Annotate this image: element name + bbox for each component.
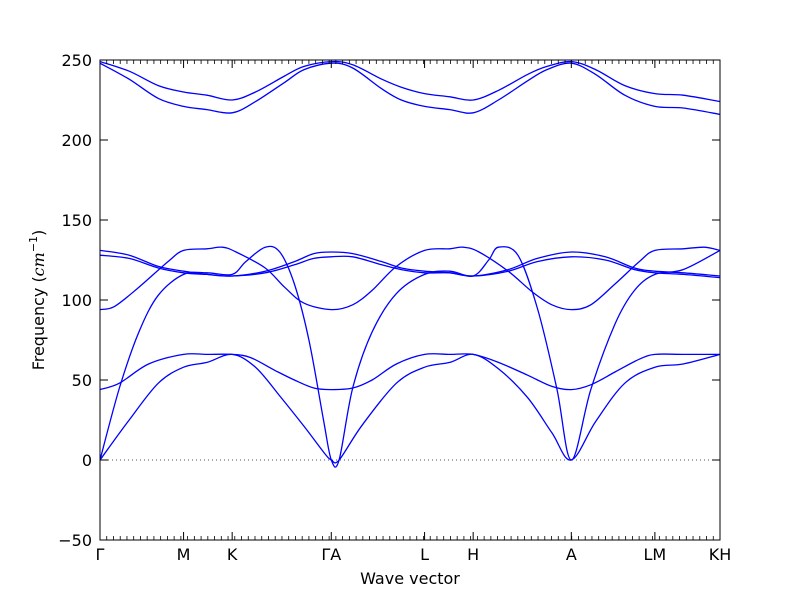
band-line-8 <box>100 353 720 464</box>
x-minor-ticks <box>99 60 721 540</box>
x-tick-label-0: Γ <box>96 545 105 564</box>
x-tick-label-4: L <box>420 545 429 564</box>
x-axis-label: Wave vector <box>360 569 460 588</box>
x-tick-label-7: LM <box>644 545 667 564</box>
y-tick-label-1: 0 <box>82 451 92 470</box>
y-tick-label-5: 200 <box>61 131 92 150</box>
y-axis-label-main: Frequency ( <box>29 276 48 370</box>
band-line-1 <box>100 60 720 103</box>
y-tick-label-0: −50 <box>58 531 92 550</box>
x-tick-label-5: H <box>467 545 479 564</box>
y-tick-label-2: 50 <box>72 371 92 390</box>
y-tick-label-6: 250 <box>61 51 92 70</box>
x-tick-label-6: A <box>566 545 577 564</box>
band-line-7 <box>100 353 720 391</box>
x-tick-label-8: KH <box>709 545 732 564</box>
x-tick-labels: Γ M K ΓA L H A LM KH <box>96 545 732 564</box>
y-axis-label: Frequency (cm−1) <box>27 230 48 371</box>
y-axis-label-close: ) <box>29 230 48 236</box>
y-axis-label-exponent: −1 <box>27 236 40 252</box>
y-axis-ticks: −50 0 50 100 150 200 250 <box>58 51 720 550</box>
phonon-bands <box>100 60 720 468</box>
band-line-5 <box>100 246 720 311</box>
y-tick-label-3: 100 <box>61 291 92 310</box>
y-tick-label-4: 150 <box>61 211 92 230</box>
x-tick-label-1: M <box>177 545 191 564</box>
high-symmetry-markers <box>99 60 721 540</box>
x-tick-label-3: ΓA <box>321 545 341 564</box>
band-line-6 <box>100 245 720 468</box>
band-line-4 <box>100 254 720 279</box>
y-axis-label-unit: cm <box>29 252 48 276</box>
plot-frame <box>99 59 721 541</box>
x-tick-label-2: K <box>227 545 238 564</box>
band-line-2 <box>100 62 720 116</box>
